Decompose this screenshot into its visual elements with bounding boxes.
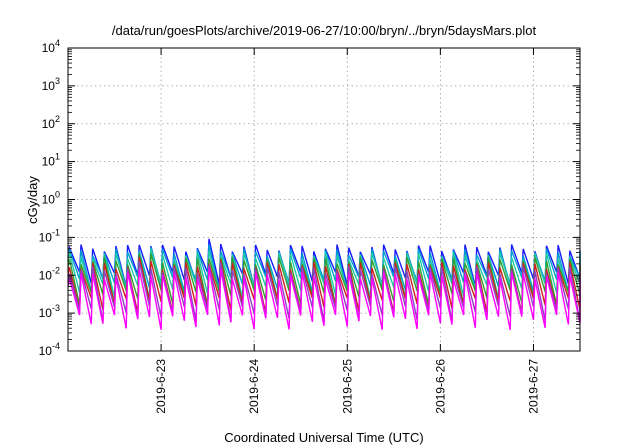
series-line xyxy=(67,256,581,314)
plot-frame xyxy=(67,47,581,352)
series-layer xyxy=(67,238,581,331)
y-axis-ticks: 10-4 10-3 10-2 10-1 100 101 102 103 104 xyxy=(39,38,580,358)
y-tick-label: 10-3 xyxy=(39,303,60,320)
x-axis-ticks: 2019-6-23 2019-6-24 2019-6-25 2019-6-26 2019… xyxy=(154,48,540,414)
x-tick-label: 2019-6-24 xyxy=(247,359,261,414)
y-tick-label: 10-4 xyxy=(39,341,60,358)
y-tick-label: 103 xyxy=(42,76,60,93)
y-tick-label: 104 xyxy=(42,38,60,55)
series-line xyxy=(67,267,581,331)
series-line xyxy=(67,261,581,322)
y-tick-label: 101 xyxy=(42,152,60,169)
y-tick-label: 10-1 xyxy=(39,227,60,244)
series-line xyxy=(67,244,581,293)
x-tick-label: 2019-6-26 xyxy=(433,359,447,414)
series-line xyxy=(67,248,581,299)
x-tick-label: 2019-6-25 xyxy=(340,359,354,414)
y-tick-label: 100 xyxy=(42,190,60,207)
chart-title: /data/run/goesPlots/archive/2019-06-27/1… xyxy=(112,23,537,38)
series-line xyxy=(67,238,581,288)
y-axis-label: cGy/day xyxy=(25,176,40,224)
y-tick-label: 10-2 xyxy=(39,265,60,282)
series-line xyxy=(67,253,581,306)
x-tick-label: 2019-6-23 xyxy=(154,359,168,414)
y-tick-label: 102 xyxy=(42,114,60,131)
x-tick-label: 2019-6-27 xyxy=(526,359,540,414)
x-axis-label: Coordinated Universal Time (UTC) xyxy=(224,430,423,445)
